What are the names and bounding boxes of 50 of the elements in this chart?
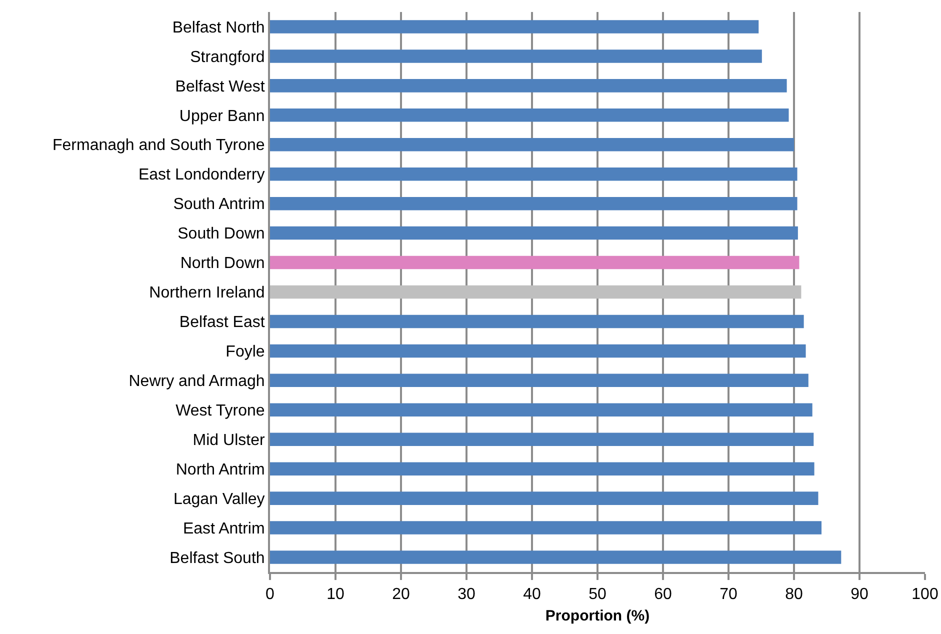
y-tick-label: North Antrim: [176, 461, 265, 478]
x-tick-label: 80: [785, 586, 803, 604]
bar: [270, 167, 798, 181]
bar: [270, 20, 759, 34]
x-axis-title: Proportion (%): [545, 608, 650, 625]
x-tick-label: 50: [588, 586, 606, 604]
bar: [270, 344, 806, 358]
x-tick-label: 40: [523, 586, 541, 604]
y-tick-label: South Down: [178, 226, 265, 243]
x-tick-label: 90: [850, 586, 868, 604]
bar: [270, 432, 814, 446]
y-tick-label: Strangford: [190, 48, 265, 66]
bar: [270, 196, 798, 210]
bar: [270, 256, 800, 270]
y-tick-label: Mid Ulster: [192, 432, 266, 449]
x-tick-label: 0: [266, 586, 275, 604]
y-tick-label: Lagan Valley: [173, 490, 265, 508]
x-tick-label: 100: [912, 586, 938, 604]
bar: [270, 108, 789, 122]
x-tick-label: 30: [458, 586, 476, 604]
y-tick-label: Fermanagh and South Tyrone: [52, 137, 265, 154]
bar: [270, 50, 762, 63]
bar: [270, 285, 802, 299]
bar: [270, 492, 818, 505]
y-tick-label: North Down: [180, 255, 265, 272]
x-tick-label: 10: [326, 586, 344, 604]
bar: [270, 138, 794, 152]
y-tick-label: West Tyrone: [176, 402, 265, 420]
y-tick-label: South Antrim: [173, 196, 265, 214]
bar: [270, 314, 804, 328]
y-tick-label: Newry and Armagh: [128, 373, 265, 390]
bar: [270, 521, 822, 534]
y-tick-label: Upper Bann: [179, 108, 265, 125]
y-tick-label: Northern Ireland: [149, 284, 265, 302]
bar: [270, 226, 798, 240]
x-tick-label: 70: [720, 586, 738, 604]
x-tick-label: 60: [654, 586, 672, 604]
y-tick-label: Foyle: [226, 344, 265, 361]
bar: [270, 79, 787, 92]
bar: [270, 403, 812, 417]
y-tick-label: East Londonderry: [138, 166, 265, 184]
y-tick-label: Belfast East: [179, 314, 266, 332]
bar: [270, 462, 814, 476]
y-tick-label: East Antrim: [182, 520, 265, 538]
bar: [270, 550, 842, 564]
bar: [270, 374, 808, 388]
y-tick-label: Belfast South: [170, 550, 265, 567]
x-tick-label: 20: [392, 586, 410, 604]
y-tick-label: Belfast North: [172, 19, 265, 36]
y-tick-label: Belfast West: [175, 78, 266, 96]
